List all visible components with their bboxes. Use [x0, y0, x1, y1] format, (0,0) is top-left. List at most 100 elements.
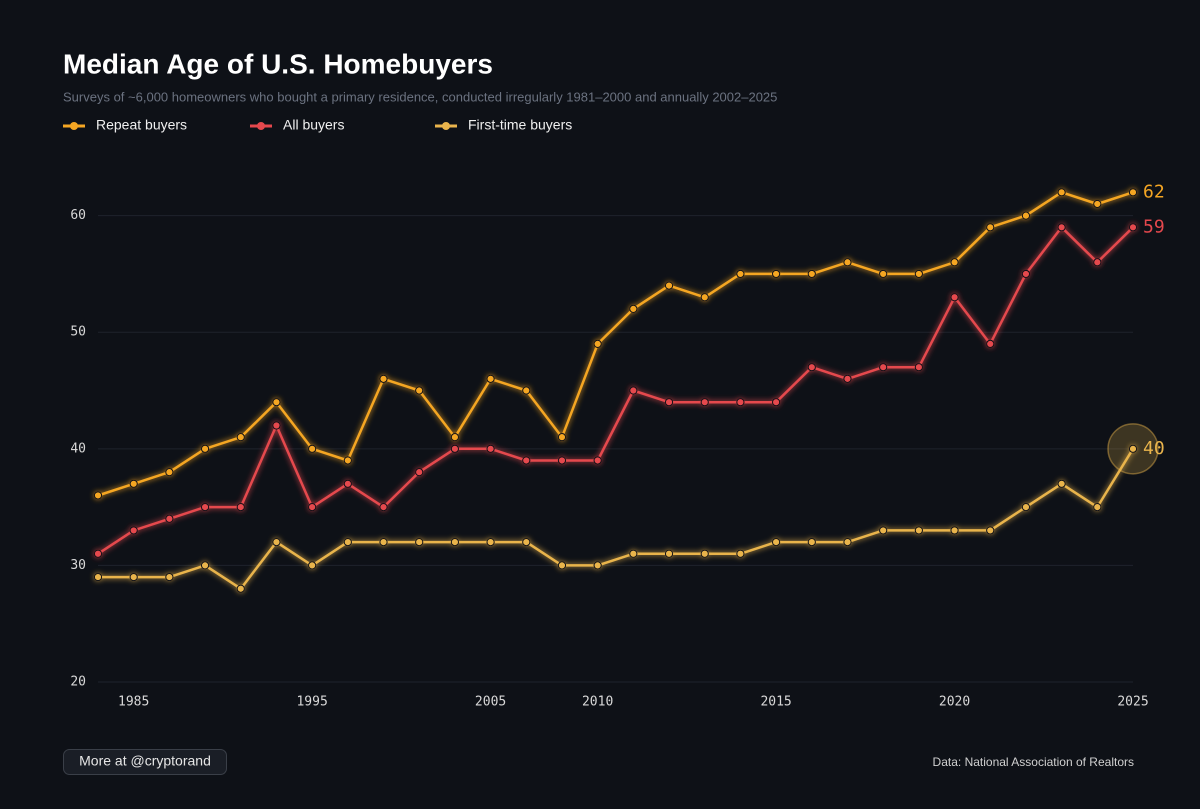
point — [379, 537, 388, 547]
point — [914, 363, 923, 372]
point — [950, 293, 959, 302]
legend-label: Repeat buyers — [96, 117, 187, 133]
footer-link[interactable]: More at @cryptorand — [79, 753, 211, 769]
point — [486, 444, 495, 453]
point — [1128, 223, 1138, 232]
point — [236, 503, 245, 512]
point — [1128, 188, 1138, 197]
point — [272, 421, 281, 430]
x-tick-label: 2010 — [582, 695, 613, 710]
point — [629, 386, 638, 395]
point — [700, 398, 709, 407]
y-tick-label: 50 — [70, 325, 86, 340]
legend-dot — [257, 122, 265, 130]
x-tick-label: 1995 — [296, 695, 327, 710]
series-line — [97, 191, 1134, 497]
point — [1093, 258, 1102, 267]
point — [93, 491, 103, 500]
point — [664, 398, 674, 407]
point — [629, 549, 638, 558]
point — [486, 374, 495, 383]
point — [914, 526, 923, 535]
point — [1057, 223, 1066, 232]
legend-label: All buyers — [283, 117, 344, 133]
source: Data: National Association of Realtors — [933, 755, 1134, 769]
point — [200, 561, 210, 570]
end-label: 59 — [1143, 216, 1165, 237]
point — [879, 363, 888, 372]
x-tick-label: 2020 — [939, 695, 970, 710]
point — [450, 537, 459, 547]
point — [486, 537, 495, 547]
point — [415, 537, 424, 547]
point — [308, 561, 317, 570]
footer-button-box[interactable] — [63, 749, 227, 775]
point — [200, 444, 210, 453]
point — [557, 433, 567, 442]
point — [1021, 269, 1031, 279]
point — [1093, 503, 1102, 512]
point — [593, 561, 602, 570]
series — [93, 188, 1138, 500]
point — [807, 363, 816, 372]
point — [1057, 479, 1066, 488]
point — [736, 549, 745, 558]
point — [807, 537, 816, 547]
point — [343, 456, 352, 465]
series-line — [98, 448, 1135, 590]
x-tick-label: 2005 — [475, 695, 506, 710]
x-tick-label: 2025 — [1117, 695, 1148, 710]
point — [950, 526, 959, 535]
point — [629, 304, 638, 314]
y-tick-label: 20 — [70, 675, 86, 690]
point — [415, 468, 424, 477]
point — [843, 537, 852, 547]
point — [772, 269, 781, 279]
x-tick-label: 1985 — [118, 695, 149, 710]
point — [700, 549, 709, 558]
point — [522, 456, 531, 465]
point — [557, 561, 567, 570]
legend-label: First-time buyers — [468, 117, 572, 133]
point — [986, 223, 995, 232]
point — [129, 572, 138, 582]
point — [272, 537, 281, 547]
point — [879, 526, 888, 535]
end-label: 40 — [1143, 438, 1165, 459]
point — [308, 503, 317, 512]
point — [522, 386, 531, 395]
point — [379, 374, 388, 383]
point — [93, 549, 103, 558]
chart-subtitle: Surveys of ~6,000 homeowners who bought … — [63, 89, 777, 104]
y-tick-label: 30 — [70, 558, 86, 573]
point — [236, 584, 245, 593]
point — [700, 293, 709, 302]
point — [950, 258, 959, 267]
y-tick-label: 40 — [70, 441, 86, 456]
point — [736, 398, 745, 407]
point — [165, 572, 174, 582]
footer-button[interactable]: More at @cryptorand — [63, 749, 227, 775]
point — [557, 456, 567, 465]
point — [1021, 503, 1031, 512]
point — [415, 386, 424, 395]
point — [772, 398, 781, 407]
point — [1021, 211, 1031, 220]
point — [593, 456, 602, 465]
point — [343, 537, 352, 547]
point — [522, 537, 531, 547]
point — [1057, 188, 1066, 197]
point — [200, 503, 210, 512]
point — [343, 479, 352, 488]
end-label: 62 — [1143, 181, 1165, 202]
point — [736, 269, 745, 279]
point — [129, 526, 138, 535]
series — [93, 444, 1138, 593]
series-line — [97, 226, 1134, 555]
point — [308, 444, 317, 453]
point — [807, 269, 816, 279]
point — [272, 398, 281, 407]
y-tick-label: 60 — [70, 208, 86, 223]
